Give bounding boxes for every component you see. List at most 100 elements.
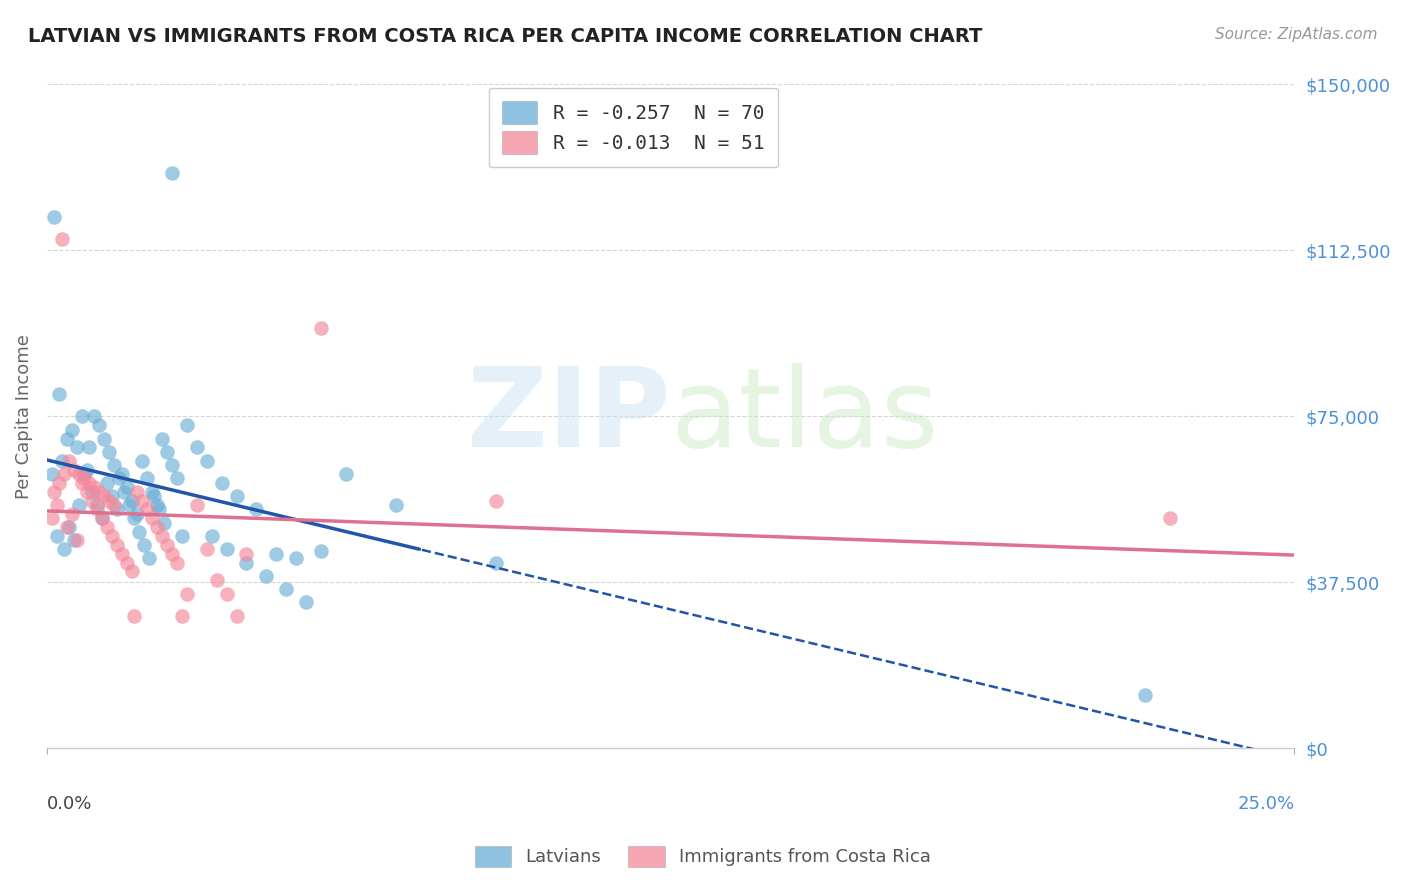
Point <box>176 586 198 600</box>
Point <box>70 475 93 490</box>
Point <box>79 441 101 455</box>
Point <box>145 520 167 534</box>
Point <box>112 484 135 499</box>
Point <box>125 484 148 499</box>
Point <box>170 529 193 543</box>
Point <box>115 480 138 494</box>
Point <box>51 454 73 468</box>
Point <box>60 423 83 437</box>
Point <box>256 569 278 583</box>
Point <box>73 471 96 485</box>
Point <box>83 409 105 424</box>
Point <box>45 529 67 543</box>
Point <box>73 467 96 481</box>
Point <box>122 511 145 525</box>
Point <box>111 547 134 561</box>
Point <box>44 211 66 225</box>
Point <box>63 533 86 548</box>
Text: ZIP: ZIP <box>467 363 671 470</box>
Point <box>121 493 143 508</box>
Point <box>160 547 183 561</box>
Point <box>385 498 408 512</box>
Point <box>67 467 90 481</box>
Text: 25.0%: 25.0% <box>1237 795 1295 813</box>
Legend: Latvians, Immigrants from Costa Rica: Latvians, Immigrants from Costa Rica <box>468 838 938 874</box>
Point <box>131 493 153 508</box>
Point <box>211 475 233 490</box>
Point <box>63 462 86 476</box>
Point <box>138 551 160 566</box>
Text: 0.0%: 0.0% <box>46 795 93 813</box>
Point <box>205 574 228 588</box>
Point <box>66 533 89 548</box>
Point <box>135 502 157 516</box>
Point <box>111 467 134 481</box>
Point <box>76 484 98 499</box>
Point <box>76 462 98 476</box>
Point <box>58 520 80 534</box>
Point <box>285 551 308 566</box>
Point <box>170 608 193 623</box>
Point <box>150 432 173 446</box>
Point <box>86 498 108 512</box>
Point <box>48 475 70 490</box>
Point <box>108 471 131 485</box>
Point <box>100 529 122 543</box>
Point <box>245 502 267 516</box>
Point <box>215 586 238 600</box>
Point <box>156 538 179 552</box>
Point <box>1159 511 1181 525</box>
Point <box>103 458 125 472</box>
Point <box>105 502 128 516</box>
Point <box>160 458 183 472</box>
Point <box>66 441 89 455</box>
Point <box>80 484 103 499</box>
Point <box>225 608 247 623</box>
Point <box>166 556 188 570</box>
Point <box>51 232 73 246</box>
Point <box>93 432 115 446</box>
Point <box>89 418 111 433</box>
Point <box>134 538 156 552</box>
Point <box>44 484 66 499</box>
Point <box>96 475 118 490</box>
Point <box>176 418 198 433</box>
Point <box>215 542 238 557</box>
Point <box>145 498 167 512</box>
Point <box>485 556 508 570</box>
Point <box>100 489 122 503</box>
Point <box>156 445 179 459</box>
Point <box>96 520 118 534</box>
Point <box>45 498 67 512</box>
Point <box>56 432 79 446</box>
Point <box>295 595 318 609</box>
Point <box>276 582 298 596</box>
Point <box>90 511 112 525</box>
Point <box>186 498 208 512</box>
Point <box>67 498 90 512</box>
Point <box>98 445 121 459</box>
Point <box>200 529 222 543</box>
Point <box>98 493 121 508</box>
Point <box>70 409 93 424</box>
Point <box>141 511 163 525</box>
Text: Source: ZipAtlas.com: Source: ZipAtlas.com <box>1215 27 1378 42</box>
Point <box>58 454 80 468</box>
Point <box>41 467 63 481</box>
Point <box>93 489 115 503</box>
Text: LATVIAN VS IMMIGRANTS FROM COSTA RICA PER CAPITA INCOME CORRELATION CHART: LATVIAN VS IMMIGRANTS FROM COSTA RICA PE… <box>28 27 983 45</box>
Point <box>105 538 128 552</box>
Point <box>60 507 83 521</box>
Point <box>311 544 333 558</box>
Text: atlas: atlas <box>671 363 939 470</box>
Point <box>160 166 183 180</box>
Point <box>128 524 150 539</box>
Point <box>131 454 153 468</box>
Point <box>266 547 288 561</box>
Point <box>235 556 257 570</box>
Point <box>225 489 247 503</box>
Point <box>48 387 70 401</box>
Point <box>125 507 148 521</box>
Point <box>53 542 76 557</box>
Point <box>311 321 333 335</box>
